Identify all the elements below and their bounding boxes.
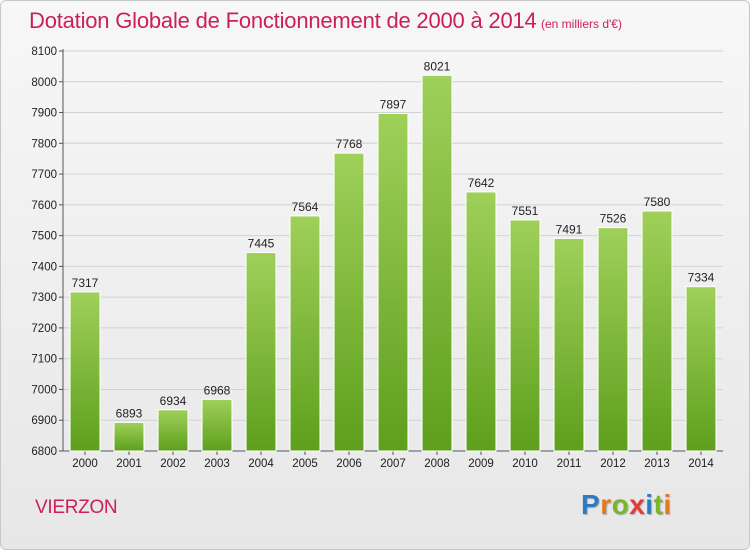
y-tick-label: 7300 [31, 292, 57, 304]
logo-letter: o [611, 489, 630, 520]
bar-value-label: 7551 [512, 204, 539, 218]
x-tick-label: 2009 [468, 458, 494, 470]
y-tick-label: 6800 [31, 446, 57, 458]
bar [377, 112, 409, 452]
bar [69, 291, 101, 452]
y-tick-label: 7700 [31, 169, 57, 181]
bar [641, 210, 673, 452]
y-tick-label: 8000 [31, 77, 57, 89]
y-tick-label: 8100 [31, 46, 57, 58]
logo-letter: P [581, 489, 601, 520]
x-tick-label: 2008 [424, 458, 450, 470]
logo-letter: i [645, 489, 654, 520]
bar-value-label: 7768 [336, 137, 363, 151]
chart-title: Dotation Globale de Fonctionnement de 20… [29, 8, 537, 33]
logo-letter: r [600, 489, 612, 520]
x-tick-label: 2000 [72, 458, 98, 470]
x-tick-label: 2011 [557, 458, 582, 470]
y-tick-label: 7800 [31, 138, 57, 150]
bar-value-label: 8021 [424, 59, 451, 73]
y-tick-label: 6900 [31, 415, 57, 427]
bar-value-label: 6934 [160, 394, 187, 408]
bar [553, 237, 585, 452]
bar-value-label: 7642 [468, 176, 495, 190]
bar-value-label: 7526 [600, 212, 627, 226]
labels: 6800 6900 7000 7100 7200 7300 7400 7500 7600 7700… [31, 46, 714, 470]
bar [465, 191, 497, 452]
x-tick-label: 2003 [204, 458, 230, 470]
y-tick-label: 7200 [31, 323, 57, 335]
x-tick-label: 2013 [644, 458, 670, 470]
y-tick-label: 7100 [31, 354, 57, 366]
bar [245, 252, 277, 452]
x-tick-label: 2001 [116, 458, 142, 470]
bar-value-label: 7580 [644, 195, 671, 209]
bar-value-label: 6893 [116, 406, 143, 420]
x-tick-label: 2007 [380, 458, 406, 470]
bar [421, 74, 453, 452]
bar-value-label: 7317 [72, 276, 99, 290]
bar [685, 286, 717, 452]
bar-value-label: 7897 [380, 97, 407, 111]
bar-value-label: 7445 [248, 237, 275, 251]
y-tick-label: 7600 [31, 200, 57, 212]
x-tick-label: 2014 [688, 458, 714, 470]
y-tick-label: 7000 [31, 384, 57, 396]
bar [597, 227, 629, 452]
y-tick-label: 7900 [31, 108, 57, 120]
bar [113, 421, 145, 452]
bar-value-label: 7564 [292, 200, 319, 214]
x-tick-label: 2004 [248, 458, 274, 470]
x-tick-label: 2012 [600, 458, 626, 470]
y-tick-label: 7500 [31, 231, 57, 243]
bar-value-label: 7491 [556, 222, 583, 236]
logo-letter: t [653, 489, 664, 520]
bar-value-label: 6968 [204, 383, 231, 397]
proxiti-logo[interactable]: Proxiti [581, 489, 672, 521]
x-tick-label: 2005 [292, 458, 318, 470]
bar [333, 152, 365, 452]
bars [69, 74, 717, 452]
logo-letter: i [663, 489, 672, 520]
x-tick-label: 2006 [336, 458, 362, 470]
bar [289, 215, 321, 452]
x-tick-label: 2010 [512, 458, 538, 470]
place-name: VIERZON [35, 497, 118, 518]
bar [201, 398, 233, 452]
bar [157, 409, 189, 452]
bar [509, 219, 541, 452]
bar-value-label: 7334 [688, 271, 715, 285]
chart-subtitle: (en milliers d'€) [541, 17, 622, 31]
x-tick-label: 2002 [160, 458, 186, 470]
y-tick-label: 7400 [31, 261, 57, 273]
logo-letter: x [629, 489, 646, 520]
